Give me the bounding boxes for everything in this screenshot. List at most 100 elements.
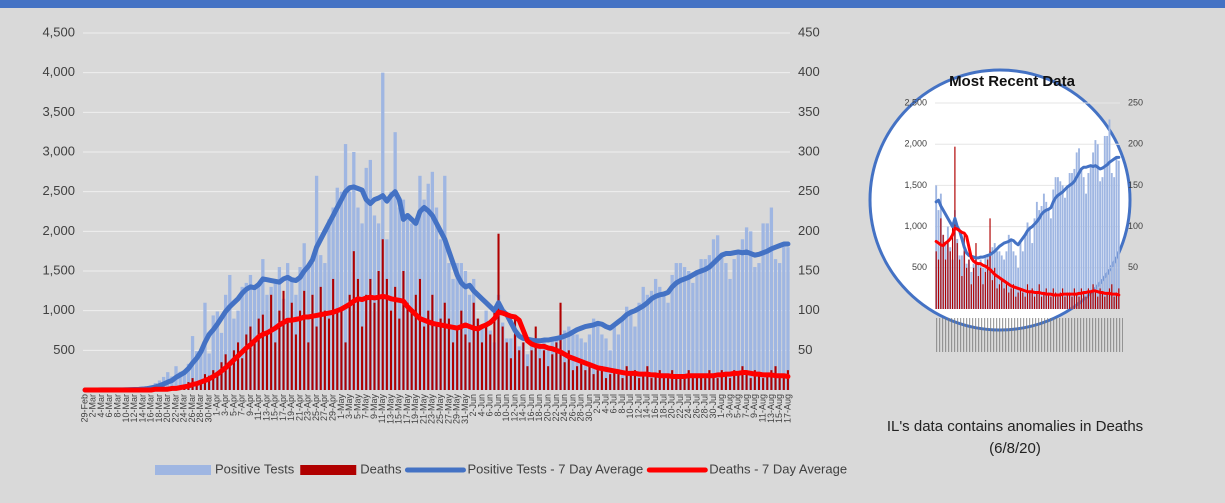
x-tick-label: 4-Jun [476, 394, 486, 417]
bar [1026, 222, 1029, 309]
bar [683, 374, 686, 390]
bar [1017, 292, 1019, 309]
x-tick-label: 8-Jul [617, 394, 627, 414]
bar [959, 259, 961, 309]
x-tick-label: 16-Jul [650, 394, 660, 419]
bar [935, 185, 938, 309]
bar [389, 310, 393, 390]
bar [786, 247, 790, 390]
x-tick-label: 9-May [369, 394, 379, 420]
bar [1024, 296, 1026, 309]
bar [1022, 292, 1024, 309]
bar [947, 243, 949, 309]
bar [170, 376, 174, 390]
y-tick-label: 2,000 [904, 139, 927, 149]
bar [695, 271, 699, 390]
bar [980, 267, 982, 309]
bar [728, 278, 732, 390]
bar [365, 294, 368, 390]
bar [237, 342, 240, 390]
y-tick-label: 1,000 [904, 221, 927, 231]
bar [963, 234, 965, 309]
bar [1106, 292, 1108, 309]
bar [708, 370, 711, 390]
bar [1101, 177, 1104, 309]
bar [1080, 168, 1083, 309]
bar [559, 302, 562, 390]
bar [1099, 181, 1102, 309]
bar [414, 294, 417, 390]
bar [434, 207, 439, 390]
x-tick-label: 6-Jul [609, 394, 619, 414]
bar [1036, 292, 1038, 309]
bar [344, 342, 347, 390]
bar [1118, 288, 1120, 309]
bar [1064, 296, 1066, 309]
bar [410, 310, 413, 390]
bar [265, 330, 269, 390]
bar [769, 207, 774, 390]
bar [588, 366, 591, 390]
bar [336, 310, 339, 390]
bar [609, 374, 612, 390]
bar [555, 342, 558, 390]
bar [426, 183, 430, 390]
bar [348, 191, 352, 390]
x-tick-label: 17-May [402, 394, 412, 425]
bar [306, 267, 310, 390]
bar [1108, 119, 1111, 309]
bar [361, 326, 364, 390]
bar [430, 171, 435, 390]
x-tick-label: 6-Jun [485, 394, 495, 417]
bar [720, 255, 724, 390]
bar [211, 315, 215, 390]
x-tick-label: 19-May [410, 394, 420, 425]
bar [1015, 296, 1017, 309]
x-tick-label: 14-Mar [137, 394, 147, 423]
x-tick-label: 28-Jun [576, 394, 586, 422]
bar [501, 326, 504, 390]
bar [509, 358, 512, 390]
bar [1033, 218, 1036, 309]
bar [1049, 218, 1052, 309]
bar [584, 370, 587, 390]
bar [360, 223, 364, 390]
bar [982, 284, 984, 309]
bar [1057, 296, 1059, 309]
bar [518, 350, 521, 390]
x-tick-label: 13-Apr [261, 394, 271, 421]
bar [1113, 296, 1115, 309]
bar [617, 374, 620, 390]
bar [323, 310, 326, 390]
bar [1094, 292, 1096, 309]
bar [1117, 160, 1120, 309]
x-tick-label: 12-Jul [633, 394, 643, 419]
bar [956, 243, 958, 309]
x-tick-label: 20-Jun [543, 394, 553, 422]
bar [373, 302, 376, 390]
bar [1031, 243, 1034, 309]
x-tick-label: 5-Aug [733, 394, 743, 418]
inset-title: Most Recent Data [949, 73, 1076, 90]
bar [249, 326, 252, 390]
bar [1087, 173, 1090, 309]
bar [715, 235, 720, 390]
bar [604, 378, 608, 390]
bar [1110, 173, 1113, 309]
bar [215, 311, 220, 390]
x-tick-label: 8-Mar [113, 394, 123, 418]
x-tick-label: 18-Mar [154, 394, 164, 423]
bar [223, 294, 228, 390]
bar [1106, 135, 1109, 309]
x-tick-label: 7-Apr [237, 394, 247, 416]
x-tick-label: 24-Jul [683, 394, 693, 419]
y-tick-label: 500 [912, 262, 927, 272]
bar [485, 326, 488, 390]
bar [580, 362, 583, 390]
y-tick-label: 1,500 [904, 180, 927, 190]
bar [1024, 234, 1027, 309]
bar [616, 334, 621, 390]
bar [729, 378, 732, 390]
x-tick-label: 13-May [385, 394, 395, 425]
bar [1092, 152, 1095, 309]
